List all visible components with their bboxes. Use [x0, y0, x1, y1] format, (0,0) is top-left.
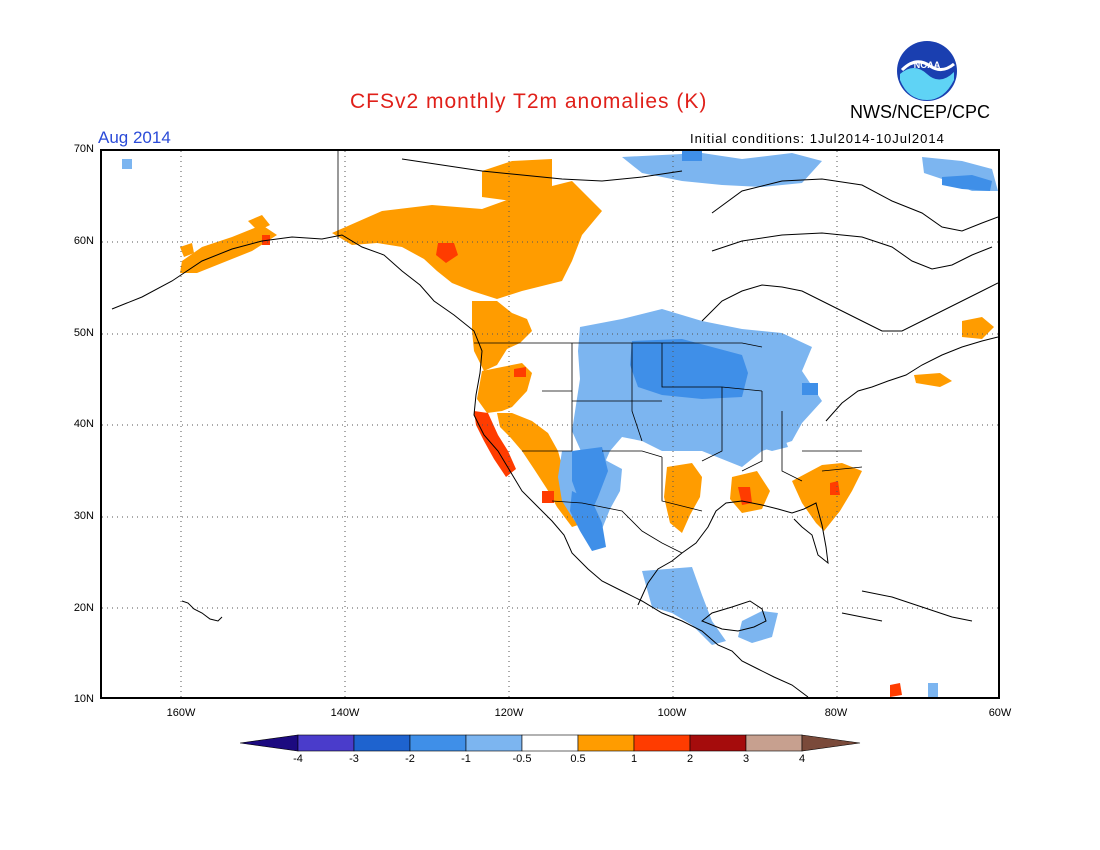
colorbar-bin-7	[633, 734, 691, 752]
lat-label-50n: 50N	[73, 327, 94, 339]
political-boundaries	[337, 151, 863, 554]
warm-anomaly-areas	[180, 159, 994, 533]
org-label: NWS/NCEP/CPC	[850, 102, 991, 122]
colorbar-label-9: 3	[742, 753, 750, 765]
colorbar-label-4: -1	[461, 753, 471, 765]
lat-label-60n: 60N	[73, 235, 94, 247]
lon-label-120w: 120W	[494, 707, 524, 719]
colorbar-cap-low	[239, 734, 299, 752]
colorbar-bin-5	[521, 734, 579, 752]
graticule	[102, 151, 998, 697]
colorbar-bin-4	[465, 734, 523, 752]
colorbar-bin-6	[577, 734, 635, 752]
colorbar-bin-9	[745, 734, 803, 752]
lat-label-40n: 40N	[73, 418, 94, 430]
colorbar-label-1: -4	[293, 753, 303, 765]
lon-label-60w: 60W	[988, 707, 1012, 719]
lat-label-10n: 10N	[73, 693, 94, 705]
lat-label-20n: 20N	[73, 602, 94, 614]
initial-conditions-label: Initial conditions: 1Jul2014-10Jul2014	[690, 131, 945, 146]
colorbar-bin-3	[409, 734, 467, 752]
colorbar-label-3: -2	[405, 753, 415, 765]
colorbar-label-8: 2	[686, 753, 694, 765]
colorbar-label-5: -0.5	[512, 753, 532, 765]
noaa-logo-icon: NOAA	[896, 40, 958, 102]
colorbar-svg	[239, 734, 861, 752]
colorbar-bin-1	[297, 734, 355, 752]
lon-label-160w: 160W	[166, 707, 196, 719]
anomaly-map-svg	[102, 151, 998, 697]
colorbar-label-10: 4	[798, 753, 806, 765]
hot-anomaly-areas	[262, 235, 902, 697]
coastlines	[111, 158, 998, 697]
lat-label-30n: 30N	[73, 510, 94, 522]
colorbar-cap-high	[801, 734, 861, 752]
colorbar-bin-8	[689, 734, 747, 752]
colorbar-label-2: -3	[349, 753, 359, 765]
colorbar	[239, 733, 862, 758]
lat-label-70n: 70N	[73, 143, 94, 155]
chart-title: CFSv2 monthly T2m anomalies (K)	[350, 90, 708, 113]
lon-label-100w: 100W	[657, 707, 687, 719]
colorbar-bin-2	[353, 734, 411, 752]
colorbar-label-6: 0.5	[570, 753, 586, 765]
noaa-logo-text: NOAA	[914, 60, 941, 70]
lon-label-80w: 80W	[824, 707, 848, 719]
lon-label-140w: 140W	[330, 707, 360, 719]
cold-anomaly-areas	[570, 151, 992, 551]
colorbar-label-7: 1	[630, 753, 638, 765]
target-month-label: Aug 2014	[98, 128, 171, 147]
anomaly-map	[100, 149, 1000, 699]
